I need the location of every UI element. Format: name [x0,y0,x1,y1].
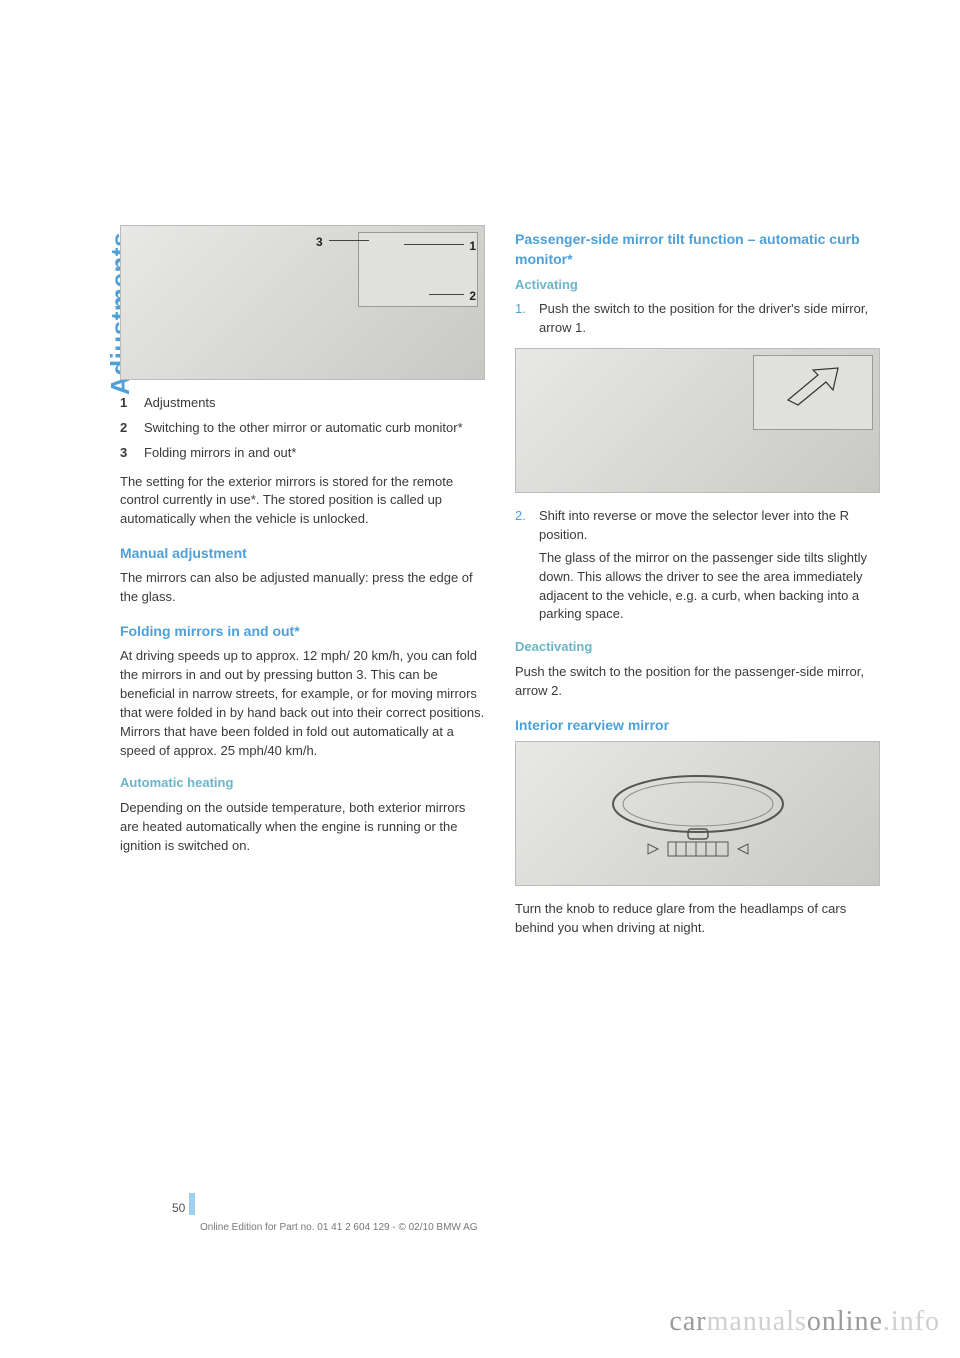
legend-num: 1 [120,394,134,413]
footer-text: Online Edition for Part no. 01 41 2 604 … [200,1222,478,1233]
heading-activating: Activating [515,276,880,295]
list-item: 2. Shift into reverse or move the select… [515,507,880,628]
heading-manual-adjustment: Manual adjustment [120,543,485,563]
legend-text: Folding mirrors in and out* [144,444,296,463]
paragraph: Turn the knob to reduce glare from the h… [515,900,880,938]
ordered-list: 2. Shift into reverse or move the select… [515,507,880,628]
legend-num: 3 [120,444,134,463]
right-column: Passenger-side mirror tilt function – au… [515,225,880,952]
legend-list: 1 Adjustments 2 Switching to the other m… [120,394,485,463]
page-number-bar [189,1193,195,1215]
figure-interior-mirror [515,741,880,886]
list-body: Shift into reverse or move the selector … [539,507,880,628]
page-number: 50 [172,1201,185,1215]
ordered-list: 1. Push the switch to the position for t… [515,300,880,338]
wm-part: online [807,1306,883,1337]
figure-inset [753,355,873,430]
heading-passenger-mirror: Passenger-side mirror tilt function – au… [515,229,880,270]
site-watermark: carmanualsonline.info [669,1306,940,1338]
wm-part: car [669,1306,706,1337]
heading-deactivating: Deactivating [515,638,880,657]
list-num: 2. [515,507,531,628]
paragraph: Depending on the outside temperature, bo… [120,799,485,856]
figure-label-2: 2 [469,288,476,305]
legend-num: 2 [120,419,134,438]
mirror-illustration [588,754,808,874]
heading-automatic-heating: Automatic heating [120,774,485,793]
left-column: 1 2 3 1 Adjustments 2 Switching to the o… [120,225,485,952]
legend-item: 3 Folding mirrors in and out* [120,444,485,463]
legend-item: 1 Adjustments [120,394,485,413]
figure-mirror-switch [515,348,880,493]
page-content: 1 2 3 1 Adjustments 2 Switching to the o… [0,0,960,1012]
wm-part: .info [883,1306,940,1337]
list-item: 1. Push the switch to the position for t… [515,300,880,338]
list-body: Push the switch to the position for the … [539,300,880,338]
two-column-layout: 1 2 3 1 Adjustments 2 Switching to the o… [120,225,880,952]
wm-part: manuals [707,1306,807,1337]
figure-leader-3 [329,240,369,241]
figure-label-1: 1 [469,238,476,255]
paragraph: At driving speeds up to approx. 12 mph/ … [120,647,485,760]
list-num: 1. [515,300,531,338]
legend-item: 2 Switching to the other mirror or autom… [120,419,485,438]
heading-interior-mirror: Interior rearview mirror [515,715,880,735]
paragraph: The mirrors can also be adjusted manuall… [120,569,485,607]
list-text: The glass of the mirror on the passenger… [539,549,880,624]
paragraph: The setting for the exterior mirrors is … [120,473,485,530]
figure-mirror-controls: 1 2 3 [120,225,485,380]
legend-text: Adjustments [144,394,216,413]
figure-label-3: 3 [316,234,323,251]
paragraph: Push the switch to the position for the … [515,663,880,701]
arrow-icon [768,360,868,420]
list-text: Shift into reverse or move the selector … [539,507,880,545]
figure-leader-2 [429,294,464,295]
heading-folding-mirrors: Folding mirrors in and out* [120,621,485,641]
figure-leader-1 [404,244,464,245]
page-number-block: 50 [172,1193,195,1215]
legend-text: Switching to the other mirror or automat… [144,419,463,438]
